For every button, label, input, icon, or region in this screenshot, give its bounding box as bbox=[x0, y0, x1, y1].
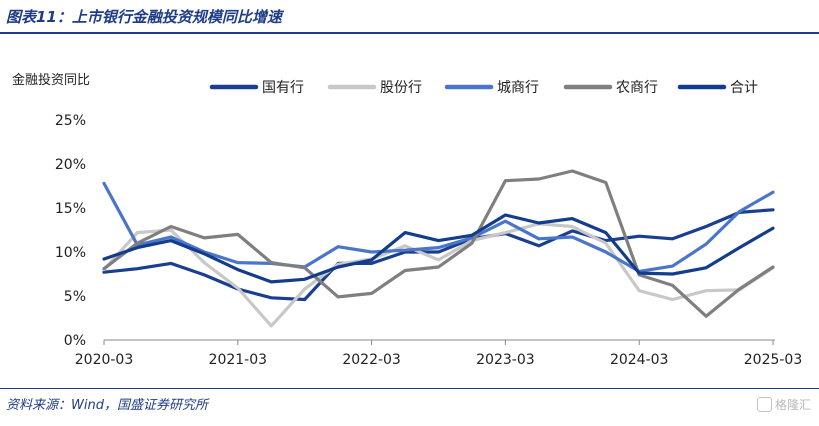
x-tick-label: 2023-03 bbox=[476, 352, 535, 368]
y-axis-label: 金融投资同比 bbox=[12, 72, 90, 88]
watermark-logo-icon bbox=[756, 397, 772, 412]
source-note: 资料来源：Wind，国盛证券研究所 bbox=[6, 398, 208, 413]
plot-area bbox=[102, 169, 775, 328]
title-divider bbox=[0, 32, 819, 34]
x-tick-label: 2025-03 bbox=[744, 352, 803, 368]
x-axis: 2020-03 2021-03 2022-03 2023-03 2024-03 2025-… bbox=[75, 339, 803, 368]
series-line-4 bbox=[102, 169, 775, 318]
y-tick-label: 20% bbox=[55, 157, 86, 173]
series-line-3 bbox=[102, 181, 775, 273]
legend-label: 股份行 bbox=[380, 80, 422, 96]
series-line-1 bbox=[102, 208, 775, 302]
y-tick-label: 0% bbox=[64, 333, 86, 349]
y-tick-label: 5% bbox=[64, 289, 86, 305]
legend-label: 国有行 bbox=[262, 80, 304, 96]
series-line-2 bbox=[102, 222, 775, 328]
watermark: 格隆汇 bbox=[756, 396, 811, 413]
legend-label: 城商行 bbox=[497, 80, 539, 96]
y-axis: 0% 5% 10% 15% 20% 25% bbox=[55, 113, 86, 349]
figure-title: 图表11：上市银行金融投资规模同比增速 bbox=[6, 8, 282, 26]
y-tick-label: 10% bbox=[55, 245, 86, 261]
legend-label: 合计 bbox=[730, 80, 758, 96]
x-tick-label: 2020-03 bbox=[75, 352, 134, 368]
chart-legend: 国有行 股份行 城商行 农商行 合计 bbox=[209, 80, 758, 96]
y-tick-label: 25% bbox=[55, 113, 86, 129]
footer-divider bbox=[0, 388, 819, 389]
series-line-5 bbox=[102, 213, 775, 284]
line-chart: 金融投资同比 国有行 股份行 城商行 农商行 合计 0% 5% 10% 15% 20% 25% 2… bbox=[12, 72, 803, 368]
x-tick-label: 2024-03 bbox=[610, 352, 669, 368]
legend-label: 农商行 bbox=[616, 80, 658, 96]
x-tick-label: 2021-03 bbox=[209, 352, 268, 368]
x-tick-label: 2022-03 bbox=[342, 352, 401, 368]
watermark-text: 格隆汇 bbox=[774, 398, 811, 412]
y-tick-label: 15% bbox=[55, 201, 86, 217]
